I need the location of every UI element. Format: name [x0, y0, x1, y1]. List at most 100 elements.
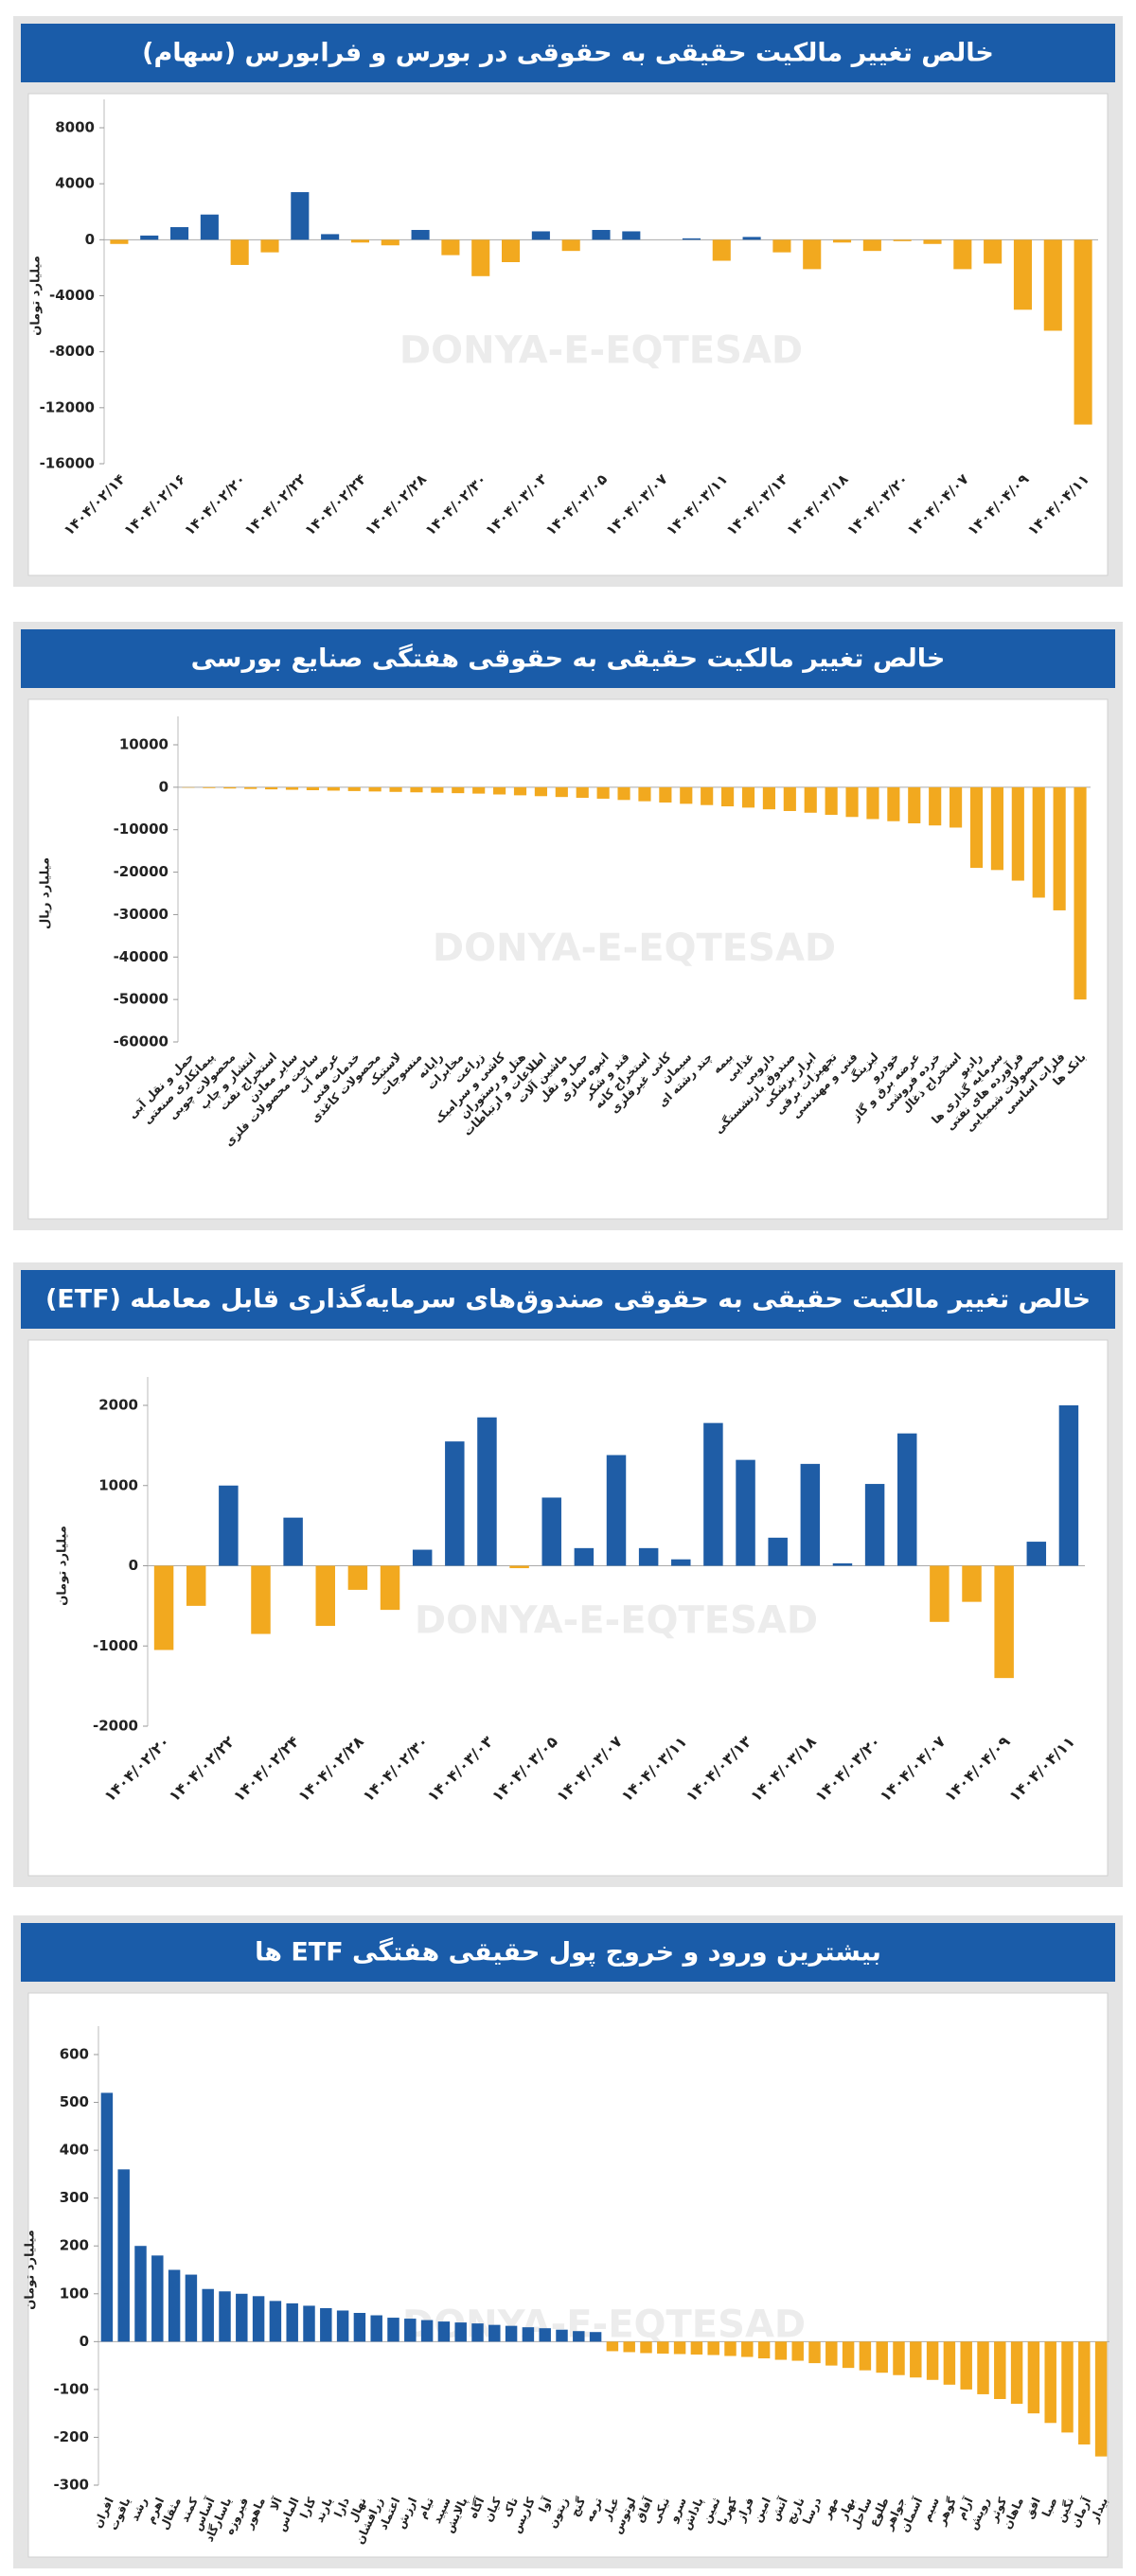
bar — [251, 1565, 271, 1634]
bar — [623, 2341, 635, 2353]
y-tick-label: 4000 — [55, 175, 95, 192]
bar — [926, 2341, 939, 2380]
y-tick-label: -20000 — [114, 863, 169, 880]
bar — [908, 786, 921, 823]
bar — [833, 239, 852, 243]
bar — [990, 786, 1003, 871]
bar — [285, 786, 299, 790]
bar — [412, 1549, 433, 1566]
bar — [724, 2341, 737, 2356]
y-tick-label: 300 — [60, 2189, 89, 2206]
bar — [825, 786, 838, 816]
bar — [1043, 239, 1062, 331]
bar — [170, 227, 189, 240]
bar — [1078, 2341, 1091, 2445]
bar — [321, 234, 340, 240]
bar — [445, 1441, 465, 1566]
plot-card — [27, 93, 1109, 576]
bar — [1026, 1542, 1047, 1566]
bar — [219, 2291, 231, 2342]
bar — [772, 239, 791, 253]
bar — [493, 786, 506, 795]
bar — [893, 2341, 905, 2375]
bar — [825, 2341, 838, 2366]
bar — [994, 1565, 1014, 1679]
bar — [671, 1559, 691, 1566]
bar — [555, 786, 568, 798]
bar — [876, 2341, 888, 2373]
y-tick-label: 2000 — [98, 1397, 138, 1414]
y-tick-label: -300 — [53, 2477, 89, 2494]
bar — [420, 2320, 434, 2342]
bar — [984, 239, 1003, 264]
bar — [471, 2323, 484, 2342]
bar — [721, 786, 735, 807]
bar — [864, 1484, 885, 1566]
plot-card — [27, 1992, 1109, 2558]
bar — [783, 786, 796, 811]
bar — [452, 786, 465, 794]
bar — [617, 786, 630, 801]
bar — [441, 239, 460, 256]
y-tick-label: -1000 — [93, 1637, 138, 1654]
bar — [502, 239, 521, 262]
y-axis-label: میلیارد تومان — [56, 1526, 70, 1606]
y-tick-label: -30000 — [114, 906, 169, 923]
bar — [659, 786, 672, 803]
bar — [741, 2341, 754, 2357]
y-tick-label: 400 — [60, 2142, 89, 2159]
bar — [842, 2341, 855, 2369]
bar — [606, 1455, 627, 1566]
bar — [741, 786, 755, 808]
bar — [404, 2319, 417, 2342]
bar — [897, 1433, 917, 1566]
bar — [1032, 786, 1045, 898]
bar — [368, 786, 382, 792]
y-tick-label: -12000 — [40, 398, 95, 415]
plot-card — [27, 698, 1109, 1220]
bar — [140, 235, 159, 240]
bar — [657, 2341, 669, 2354]
y-tick-label: -40000 — [114, 948, 169, 965]
bar — [117, 2169, 130, 2342]
bar — [1053, 786, 1066, 910]
bar — [576, 786, 589, 799]
bar — [994, 2341, 1006, 2399]
bar — [283, 1517, 303, 1566]
y-tick-label: -2000 — [93, 1718, 138, 1735]
bar — [260, 239, 279, 253]
bar — [513, 786, 527, 796]
bar — [574, 1547, 595, 1566]
y-tick-label: 600 — [60, 2046, 89, 2063]
bar — [800, 1463, 821, 1566]
bar — [531, 231, 550, 240]
y-tick-label: 1000 — [98, 1476, 138, 1493]
bar — [380, 1565, 400, 1611]
bar — [757, 2341, 771, 2359]
bar — [244, 786, 257, 789]
chart-title: خالص تغییر مالکیت حقیقی به حقوقی صندوق‌ه… — [45, 1284, 1091, 1314]
y-tick-label: -100 — [53, 2380, 89, 2397]
bar — [1010, 2341, 1023, 2405]
bar — [347, 786, 361, 791]
bar — [1094, 2341, 1108, 2457]
bar — [488, 2324, 501, 2342]
bar — [353, 2313, 366, 2342]
bar — [541, 1497, 561, 1566]
bar — [134, 2246, 147, 2342]
bar — [712, 239, 731, 261]
bar — [202, 2288, 214, 2342]
bar — [690, 2341, 703, 2355]
bar — [893, 239, 912, 241]
bar — [534, 786, 547, 797]
bar — [977, 2341, 989, 2394]
bar — [804, 786, 817, 813]
bar — [929, 786, 942, 826]
bar — [791, 2341, 804, 2361]
bar — [1074, 786, 1087, 1000]
y-tick-label: 200 — [60, 2237, 89, 2254]
bar — [930, 1565, 950, 1622]
bar — [454, 2322, 467, 2342]
bar — [168, 2269, 181, 2342]
